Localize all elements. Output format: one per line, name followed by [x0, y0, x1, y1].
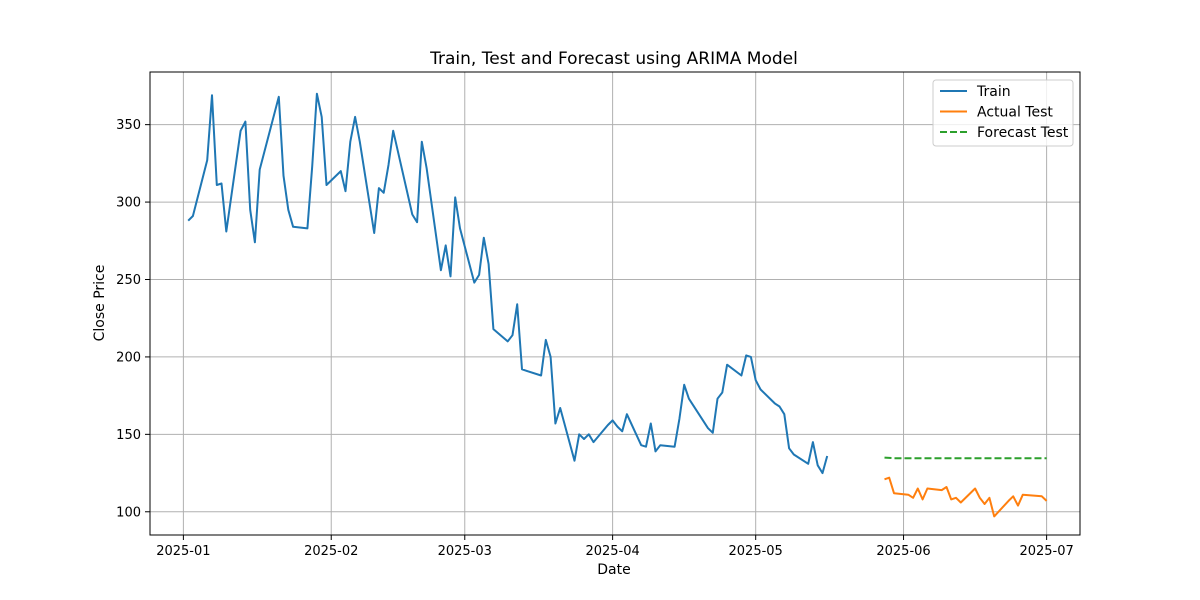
y-tick-label: 350 — [116, 118, 141, 133]
legend: Train Actual Test Forecast Test — [932, 79, 1074, 147]
series-line-forecast-test — [884, 456, 1047, 460]
y-axis: 100 150 200 250 300 350 — [116, 118, 150, 520]
y-tick-label: 150 — [116, 428, 141, 443]
y-tick-label: 100 — [116, 505, 141, 520]
x-tick-label: 2025-04 — [585, 544, 639, 559]
x-axis-label: Date — [597, 562, 630, 578]
plot-series — [187, 92, 1048, 518]
x-tick-label: 2025-07 — [1019, 544, 1073, 559]
legend-box — [932, 79, 1074, 147]
series-line-train — [187, 92, 829, 475]
legend-label-forecast-test: Forecast Test — [977, 125, 1069, 141]
grid-lines — [150, 72, 1080, 535]
chart-title: Train, Test and Forecast using ARIMA Mod… — [429, 49, 798, 69]
y-tick-label: 200 — [116, 350, 141, 365]
series-line-actual-test — [884, 476, 1048, 518]
x-tick-label: 2025-03 — [438, 544, 492, 559]
plot-frame — [149, 71, 1081, 536]
x-tick-label: 2025-01 — [156, 544, 210, 559]
y-tick-label: 300 — [116, 196, 141, 211]
x-axis: 2025-01 2025-02 2025-03 2025-04 2025-05 2025-… — [156, 535, 1074, 559]
legend-label-actual-test: Actual Test — [977, 105, 1053, 121]
x-tick-label: 2025-02 — [304, 544, 358, 559]
x-tick-label: 2025-05 — [729, 544, 783, 559]
legend-label-train: Train — [976, 84, 1011, 100]
x-tick-label: 2025-06 — [876, 544, 930, 559]
y-tick-label: 250 — [116, 273, 141, 288]
y-axis-label: Close Price — [92, 265, 108, 342]
